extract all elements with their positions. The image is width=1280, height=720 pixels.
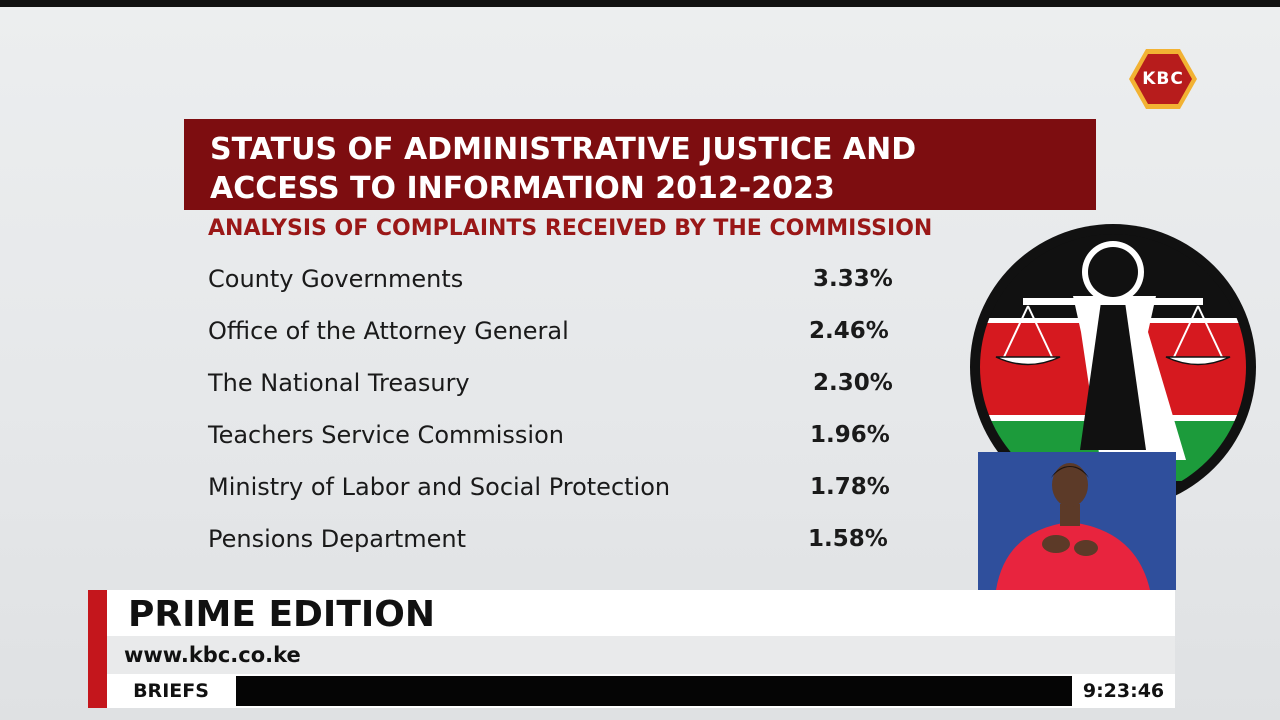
website-url: www.kbc.co.ke — [124, 643, 301, 667]
lower-third-accent — [88, 590, 107, 708]
kbc-logo-icon: KBC — [1128, 47, 1198, 111]
sign-language-interpreter-icon — [978, 452, 1176, 590]
program-title: PRIME EDITION — [128, 594, 436, 635]
complaint-row-label: Ministry of Labor and Social Protection — [208, 473, 671, 501]
url-strip — [107, 636, 1175, 674]
complaint-row-value: 1.58% — [808, 526, 888, 552]
ticker-content — [236, 676, 1072, 706]
title-line-1: STATUS OF ADMINISTRATIVE JUSTICE AND — [210, 132, 917, 167]
lower-third-panel — [107, 590, 1175, 636]
complaint-row-value: 2.46% — [809, 318, 889, 344]
top-bar — [0, 0, 1280, 7]
complaint-row-value: 1.78% — [810, 474, 890, 500]
complaint-row-value: 1.96% — [810, 422, 890, 448]
complaint-row-value: 3.33% — [813, 266, 893, 292]
complaint-row-label: County Governments — [208, 265, 464, 293]
title-banner: STATUS OF ADMINISTRATIVE JUSTICE AND ACC… — [184, 119, 1096, 210]
ticker-label: BRIEFS — [107, 674, 235, 708]
complaint-row-label: Teachers Service Commission — [208, 421, 564, 449]
clock: 9:23:46 — [1072, 674, 1175, 708]
complaint-row-value: 2.30% — [813, 370, 893, 396]
complaint-row-label: Pensions Department — [208, 525, 467, 553]
title-line-2: ACCESS TO INFORMATION 2012-2023 — [210, 171, 835, 206]
subtitle: ANALYSIS OF COMPLAINTS RECEIVED BY THE C… — [208, 216, 933, 241]
complaint-row-label: Office of the Attorney General — [208, 317, 569, 345]
logo-text: KBC — [1142, 69, 1184, 89]
complaint-row-label: The National Treasury — [208, 369, 470, 397]
